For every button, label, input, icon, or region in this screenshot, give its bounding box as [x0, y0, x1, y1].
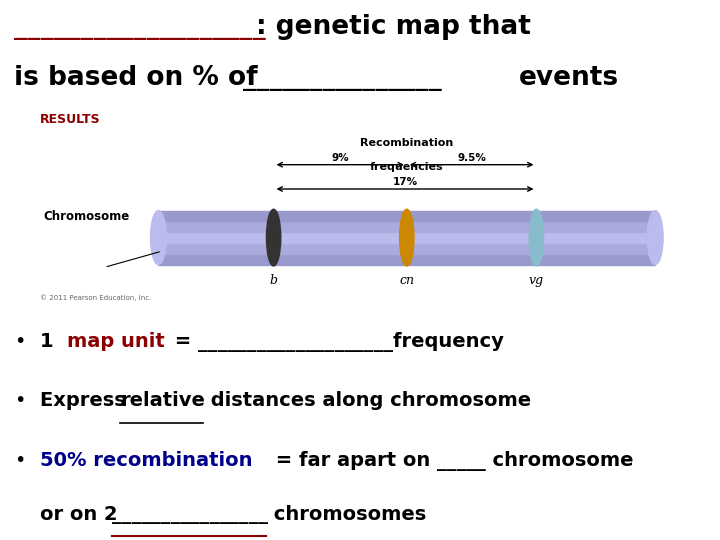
Text: = ____________________frequency: = ____________________frequency	[168, 332, 503, 352]
Bar	[158, 243, 655, 254]
Bar	[158, 221, 655, 232]
Text: •: •	[14, 332, 26, 351]
Text: 50% recombination: 50% recombination	[40, 451, 252, 470]
Text: ________________: ________________	[112, 505, 268, 524]
Text: •: •	[14, 451, 26, 470]
Text: cn: cn	[400, 274, 414, 287]
Ellipse shape	[647, 211, 663, 265]
Text: Express: Express	[40, 392, 132, 410]
Text: Chromosome: Chromosome	[43, 210, 130, 222]
Ellipse shape	[529, 209, 544, 266]
Text: ___________________: ___________________	[14, 14, 266, 39]
Text: frequencies: frequencies	[370, 162, 444, 172]
Text: Recombination: Recombination	[360, 138, 454, 148]
Bar	[158, 254, 655, 265]
Text: b: b	[269, 274, 278, 287]
Text: vg: vg	[528, 274, 544, 287]
Ellipse shape	[150, 211, 166, 265]
Text: 9%: 9%	[331, 153, 349, 163]
Text: chromosomes: chromosomes	[267, 505, 426, 524]
Text: •: •	[14, 392, 26, 410]
Text: 9.5%: 9.5%	[457, 153, 486, 163]
Text: distances along chromosome: distances along chromosome	[204, 392, 531, 410]
Ellipse shape	[266, 209, 281, 266]
Text: 17%: 17%	[392, 177, 418, 187]
Text: : genetic map that: : genetic map that	[256, 14, 531, 39]
Text: _______________: _______________	[243, 65, 442, 91]
Text: map unit: map unit	[67, 332, 165, 351]
Text: is based on % of: is based on % of	[14, 65, 267, 91]
Text: © 2011 Pearson Education, Inc.: © 2011 Pearson Education, Inc.	[40, 294, 151, 301]
Ellipse shape	[400, 209, 414, 266]
Text: 1: 1	[40, 332, 60, 351]
Text: RESULTS: RESULTS	[40, 113, 100, 126]
Bar	[158, 232, 655, 243]
Text: or on 2: or on 2	[40, 505, 124, 524]
Text: = far apart on _____ chromosome: = far apart on _____ chromosome	[269, 451, 633, 471]
Text: events: events	[518, 65, 618, 91]
Bar	[158, 211, 655, 221]
Text: relative: relative	[120, 392, 205, 410]
